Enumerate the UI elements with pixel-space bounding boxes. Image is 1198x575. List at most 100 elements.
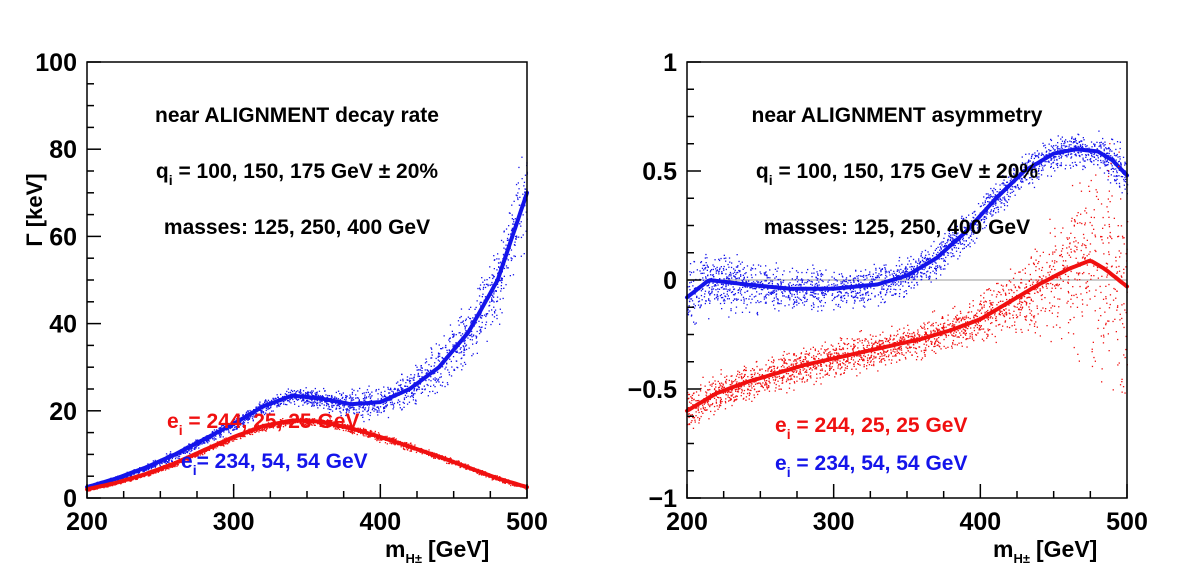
scatter-point bbox=[456, 366, 458, 368]
scatter-point bbox=[520, 225, 522, 227]
scatter-point bbox=[434, 457, 436, 459]
scatter-point bbox=[291, 397, 293, 399]
scatter-point bbox=[414, 402, 416, 405]
scatter-point bbox=[268, 407, 270, 409]
scatter-point bbox=[153, 465, 156, 467]
scatter-point bbox=[496, 300, 499, 302]
scatter-point bbox=[249, 416, 251, 418]
scatter-point bbox=[366, 389, 369, 391]
scatter-point bbox=[470, 334, 472, 337]
scatter-point bbox=[326, 426, 329, 429]
scatter-point bbox=[364, 409, 366, 411]
scatter-point bbox=[196, 445, 198, 447]
scatter-point bbox=[283, 401, 285, 403]
scatter-point bbox=[314, 424, 316, 426]
scatter-point bbox=[312, 390, 314, 392]
scatter-point bbox=[255, 407, 257, 409]
scatter-point bbox=[363, 427, 365, 430]
scatter-point bbox=[319, 402, 321, 404]
scatter-point bbox=[362, 428, 364, 431]
scatter-point bbox=[154, 459, 156, 462]
scatter-point bbox=[320, 424, 323, 427]
scatter-point bbox=[491, 283, 493, 286]
scatter-point bbox=[280, 402, 282, 405]
scatter-point bbox=[267, 408, 269, 411]
scatter-point bbox=[463, 347, 465, 349]
scatter-point bbox=[484, 296, 487, 298]
scatter-point bbox=[379, 439, 381, 441]
scatter-point bbox=[255, 414, 257, 416]
scatter-point bbox=[338, 407, 340, 410]
scatter-point bbox=[523, 185, 525, 187]
scatter-point bbox=[249, 417, 251, 419]
scatter-point bbox=[952, 253, 954, 255]
scatter-point bbox=[384, 394, 386, 396]
scatter-point bbox=[331, 410, 334, 412]
scatter-point bbox=[842, 300, 844, 302]
scatter-point bbox=[482, 293, 484, 295]
scatter-point bbox=[1093, 143, 1095, 145]
scatter-point bbox=[243, 422, 246, 424]
scatter-point bbox=[236, 418, 238, 420]
scatter-point bbox=[368, 396, 370, 398]
scatter-point bbox=[510, 257, 512, 259]
scatter-point bbox=[751, 293, 753, 296]
scatter-point bbox=[415, 451, 418, 454]
scatter-point bbox=[505, 265, 508, 267]
scatter-point bbox=[393, 438, 395, 440]
scatter-point bbox=[199, 454, 201, 456]
scatter-point bbox=[181, 461, 183, 463]
scatter-point bbox=[1060, 138, 1062, 140]
scatter-point bbox=[371, 391, 373, 393]
scatter-point bbox=[231, 426, 233, 429]
scatter-point bbox=[346, 395, 348, 397]
scatter-point bbox=[340, 412, 342, 414]
scatter-point bbox=[924, 261, 926, 263]
scatter-point bbox=[256, 430, 258, 432]
scatter-point bbox=[333, 426, 335, 428]
scatter-point bbox=[322, 395, 324, 398]
scatter-point bbox=[133, 473, 135, 476]
scatter-point bbox=[309, 401, 311, 404]
y-tick-label: 100 bbox=[35, 49, 77, 77]
scatter-point bbox=[410, 448, 412, 450]
scatter-point bbox=[501, 312, 503, 314]
scatter-point bbox=[1093, 160, 1095, 162]
scatter-point bbox=[277, 396, 279, 398]
scatter-point bbox=[264, 400, 266, 402]
scatter-point bbox=[406, 392, 408, 394]
scatter-point bbox=[294, 422, 297, 424]
scatter-point bbox=[287, 423, 289, 425]
scatter-point bbox=[437, 379, 439, 381]
scatter-point bbox=[831, 283, 833, 286]
scatter-point bbox=[900, 280, 902, 283]
scatter-point bbox=[342, 409, 344, 411]
scatter-point bbox=[463, 349, 465, 351]
scatter-point bbox=[308, 423, 310, 425]
scatter-point bbox=[915, 260, 917, 262]
scatter-point bbox=[461, 369, 463, 371]
scatter-point bbox=[339, 399, 341, 401]
scatter-point bbox=[383, 395, 386, 398]
scatter-point bbox=[461, 333, 464, 335]
scatter-point bbox=[463, 341, 465, 343]
scatter-point bbox=[472, 353, 474, 355]
scatter-point bbox=[908, 260, 910, 262]
scatter-point bbox=[369, 393, 371, 395]
scatter-point bbox=[492, 277, 494, 280]
scatter-point bbox=[327, 394, 329, 397]
scatter-point bbox=[350, 399, 352, 401]
scatter-point bbox=[412, 396, 414, 399]
scatter-point bbox=[701, 267, 704, 269]
scatter-point bbox=[947, 263, 949, 265]
scatter-point bbox=[346, 424, 348, 426]
scatter-point bbox=[302, 390, 305, 392]
scatter-point bbox=[401, 387, 403, 389]
scatter-point bbox=[451, 463, 453, 465]
scatter-point bbox=[186, 451, 188, 453]
scatter-point bbox=[508, 225, 510, 227]
scatter-point bbox=[335, 391, 337, 394]
scatter-point bbox=[253, 414, 255, 416]
scatter-point bbox=[249, 409, 251, 412]
scatter-point bbox=[1076, 164, 1078, 167]
